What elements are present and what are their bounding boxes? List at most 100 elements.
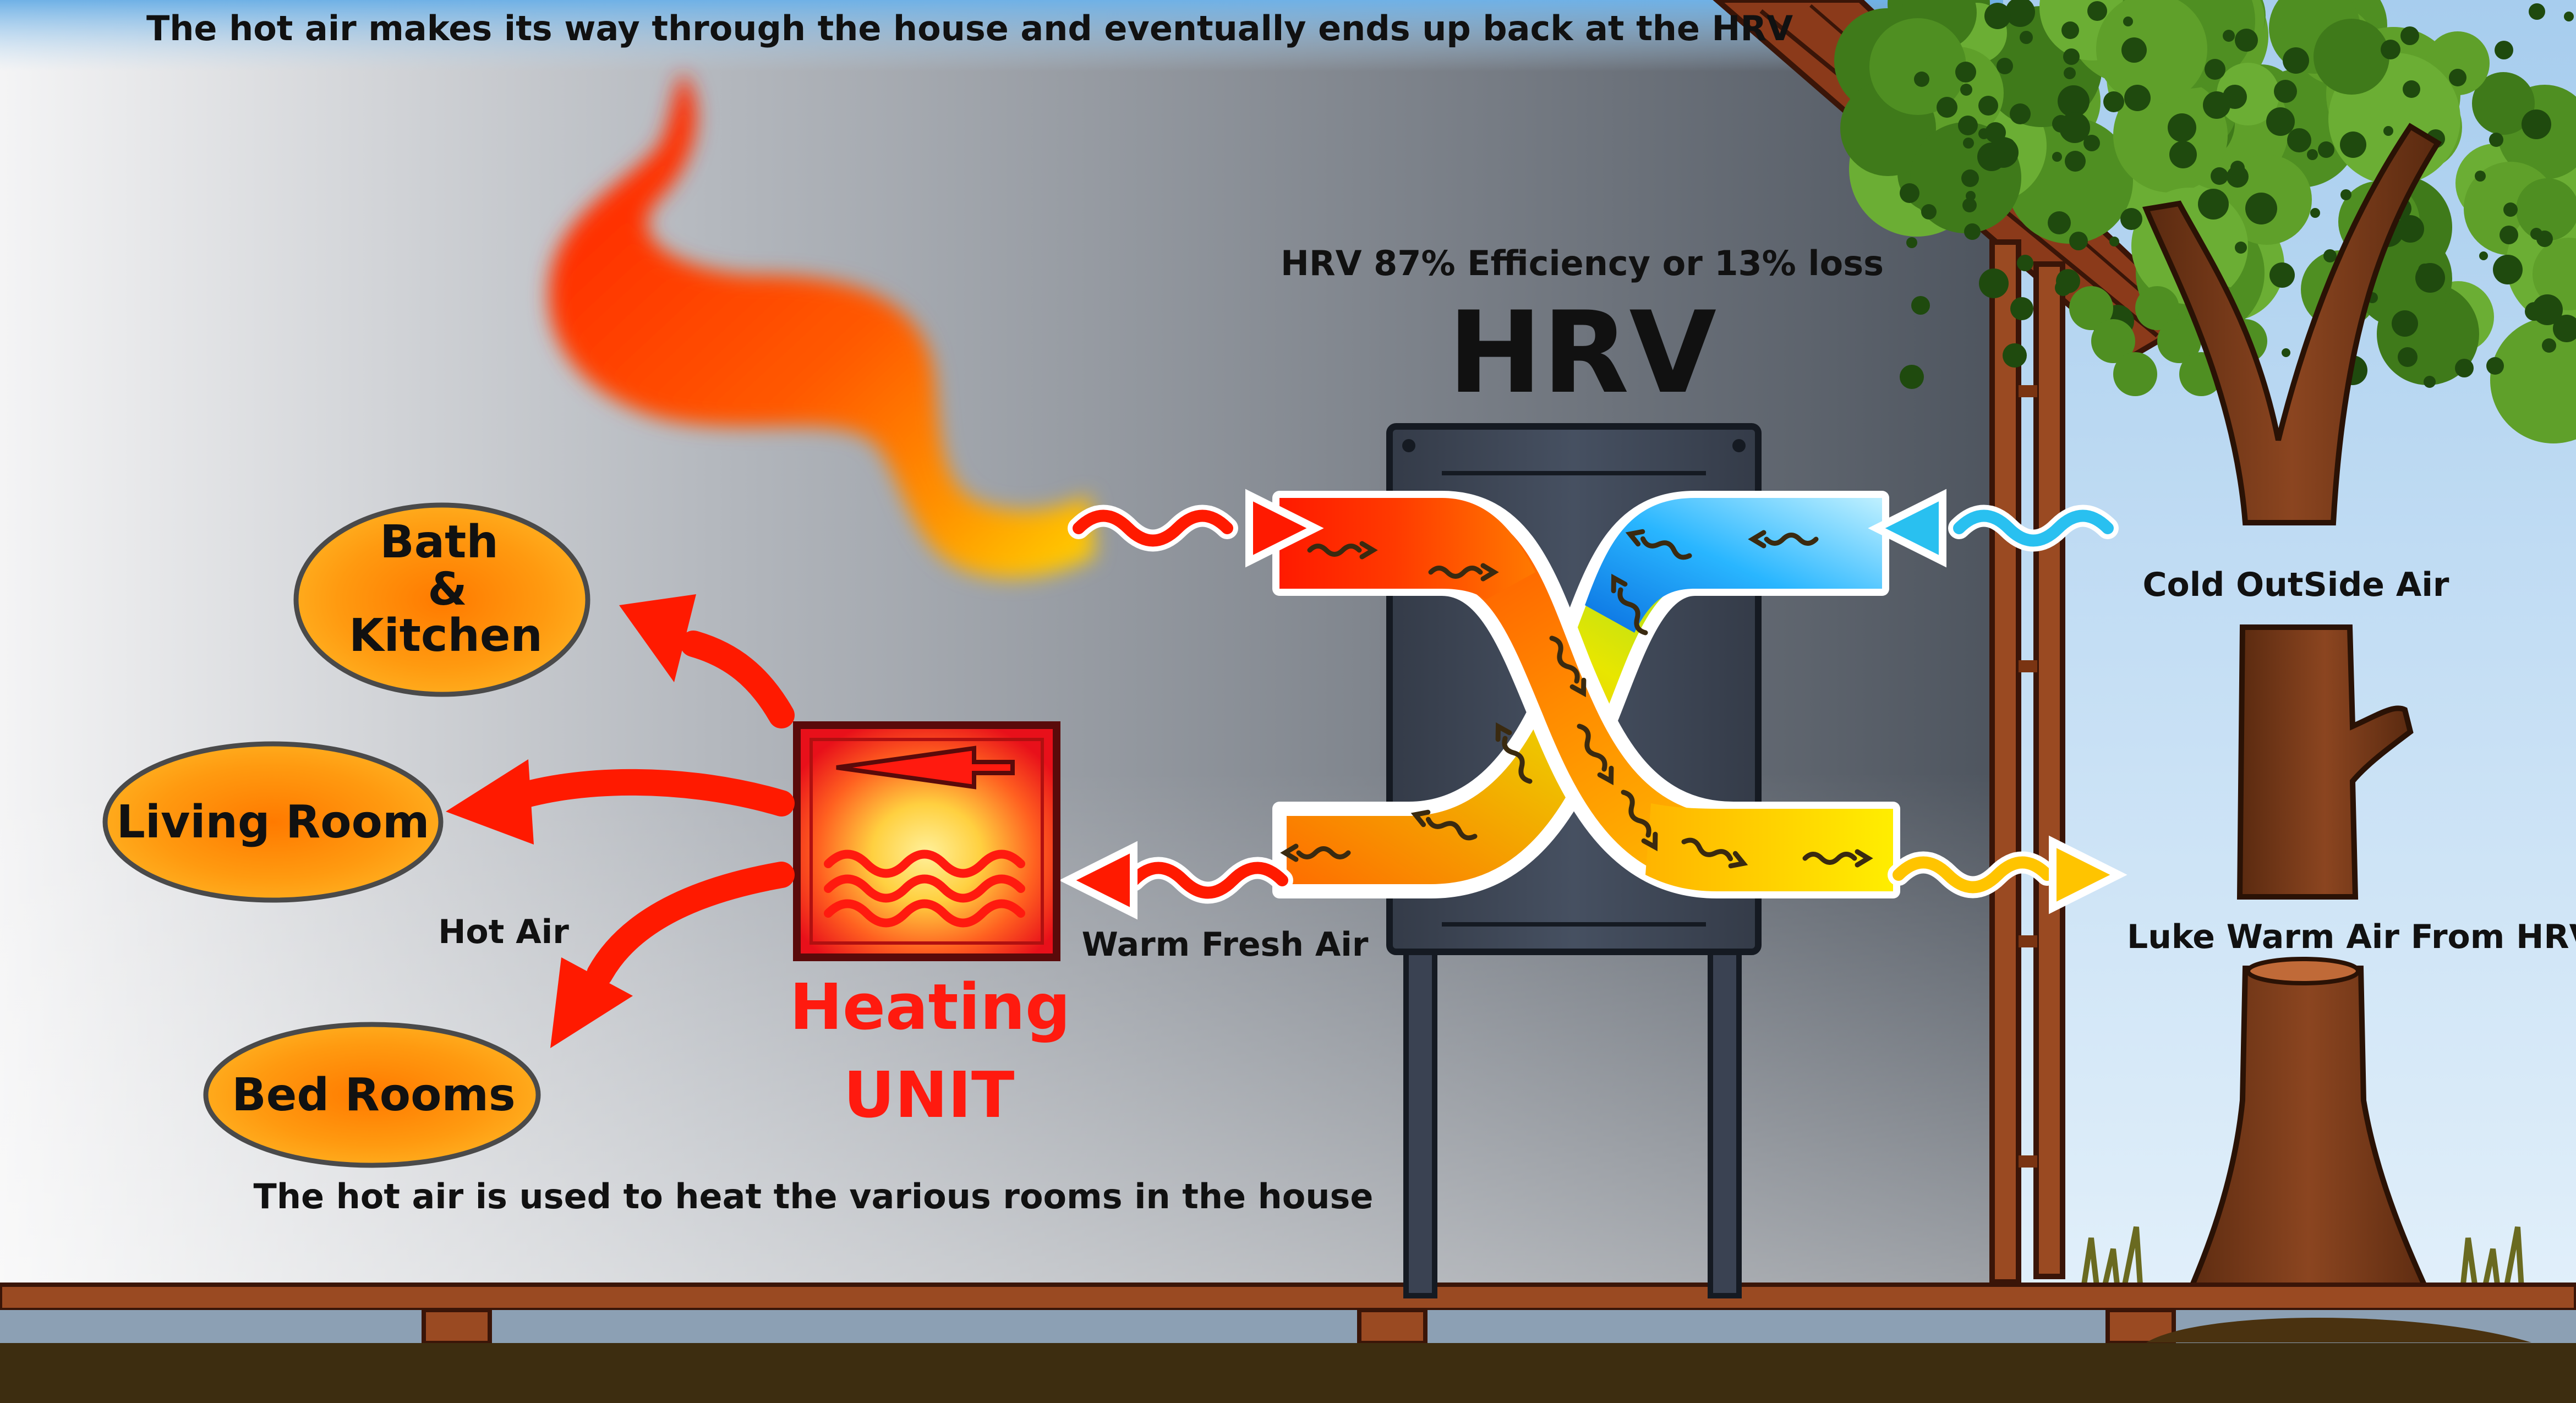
foliage-dot <box>2307 149 2318 160</box>
foliage-dot <box>1906 237 1917 248</box>
foliage-dot <box>2340 189 2351 200</box>
foliage-dot <box>1958 116 1978 135</box>
wavy-arrow-icon <box>1059 489 2127 920</box>
foliage-dot <box>2503 202 2518 217</box>
foliage-blob <box>2217 63 2279 125</box>
warm-fresh-air-label: Warm Fresh Air <box>1082 925 1369 964</box>
flow-arrowhead <box>1641 831 1658 852</box>
foliage-dot <box>2010 103 2031 124</box>
foliage-dot <box>2169 141 2197 168</box>
foliage-dot <box>2455 359 2474 377</box>
foliage-dot <box>2493 255 2523 284</box>
foliage-dot <box>2109 237 2119 246</box>
foliage-dot <box>1978 96 1998 116</box>
foliage-dot <box>2005 0 2035 27</box>
foliage-dot <box>2123 17 2133 26</box>
flow-squiggle <box>1549 635 1580 684</box>
foliage-dot <box>2010 297 2033 320</box>
foliage-dot <box>2061 21 2079 39</box>
hrv-title: HRV <box>1448 288 1716 419</box>
flow-squiggle <box>1802 852 1857 865</box>
foliage-dot <box>2120 208 2142 230</box>
foliage-dot <box>2048 211 2071 234</box>
foliage-dot <box>2223 30 2235 42</box>
foliage-dot <box>2059 112 2090 143</box>
flow-arrowhead <box>1359 541 1378 560</box>
foliage-dot <box>1964 223 1981 240</box>
foliage-dot <box>2486 357 2504 375</box>
foliage-dot <box>2266 107 2295 136</box>
foliage-blob <box>2533 238 2576 310</box>
cold-outside-air-label: Cold OutSide Air <box>2143 566 2449 604</box>
foliage-dot <box>2564 12 2574 21</box>
heating-unit-label-line1: Heating <box>790 971 1070 1044</box>
foliage-dot <box>1900 183 1919 203</box>
foliage-dot <box>2069 232 2088 250</box>
foliage-dot <box>2274 80 2297 103</box>
foliage-dot <box>2065 151 2086 172</box>
foliage-blob <box>2096 0 2207 105</box>
foliage-dot <box>2287 128 2311 152</box>
flow-squiggle <box>1502 736 1533 784</box>
hot-air-plume <box>548 72 1095 578</box>
foliage-dot <box>2530 228 2542 240</box>
foliage-dot <box>2003 343 2027 368</box>
foliage-blob <box>2314 19 2389 95</box>
room-living-label: Living Room <box>117 796 430 848</box>
foliage-dot <box>2103 91 2124 112</box>
flame-icon <box>836 746 1015 790</box>
room-distribution-arrows <box>446 594 795 1048</box>
foliage-dot <box>2424 376 2436 388</box>
ground <box>0 1343 2576 1403</box>
foliage-dot <box>1900 365 1924 389</box>
foliage-dot <box>2056 269 2080 293</box>
foliage-dot <box>2124 85 2151 111</box>
foliage-dot <box>2323 249 2337 262</box>
foliage-blob <box>2069 286 2113 330</box>
foliage-blob <box>2135 286 2179 330</box>
foliage-dot <box>2449 69 2466 86</box>
foliage-dot <box>2211 167 2228 185</box>
foliage-dot <box>1961 169 1979 187</box>
room-bath-kitchen <box>293 502 590 697</box>
room-bed-label: Bed Rooms <box>232 1069 515 1121</box>
foliage-dot <box>2020 31 2033 44</box>
foliage-dot <box>1963 138 1974 149</box>
foliage-dot <box>2403 80 2420 98</box>
foliage-dot <box>1985 122 2006 143</box>
foliage-dot <box>2063 48 2080 65</box>
heating-unit-icon <box>793 721 1060 961</box>
floor <box>0 1283 2576 1403</box>
foliage-dot <box>2500 226 2518 244</box>
foliage-dot <box>2064 67 2076 79</box>
foliage-dot <box>2381 40 2400 59</box>
room-kitchen-label: Kitchen <box>349 610 543 662</box>
foliage-dot <box>2087 1 2107 21</box>
foliage-dot <box>2283 47 2309 74</box>
foliage-dot <box>2245 193 2277 224</box>
foliage-dot <box>2227 166 2249 188</box>
foliage-dot <box>2495 41 2513 59</box>
flow-squiggle <box>1640 536 1692 560</box>
foliage-dot <box>2532 294 2563 325</box>
foliage-dot <box>2282 348 2290 357</box>
foliage-dot <box>1984 3 2011 29</box>
foliage-blob <box>2516 178 2576 241</box>
room-living <box>102 741 444 903</box>
foliage-dot <box>2397 215 2424 243</box>
flow-squiggle <box>1764 533 1819 546</box>
flow-arrowhead <box>1495 722 1512 742</box>
flow-arrowhead <box>1280 843 1299 862</box>
foliage-dot <box>2168 113 2196 142</box>
flow-squiggle <box>1681 837 1733 862</box>
flow-arrowhead <box>1855 849 1873 868</box>
hot-air-duct <box>1272 491 1900 898</box>
foliage-blob <box>2472 72 2535 135</box>
foliage-dot <box>2542 338 2556 353</box>
tree <box>2077 123 2526 1318</box>
foliage-dot <box>2489 133 2503 147</box>
foliage-dot <box>2392 310 2418 337</box>
foliage-dot <box>2340 131 2366 158</box>
